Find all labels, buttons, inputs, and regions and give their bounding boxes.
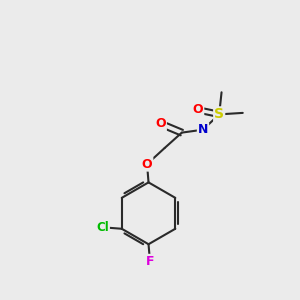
Text: O: O xyxy=(155,117,166,130)
Text: S: S xyxy=(214,107,224,122)
Text: N: N xyxy=(198,123,208,136)
Text: F: F xyxy=(146,255,154,268)
Text: O: O xyxy=(142,158,152,171)
Text: O: O xyxy=(193,103,203,116)
Text: Cl: Cl xyxy=(96,221,109,234)
